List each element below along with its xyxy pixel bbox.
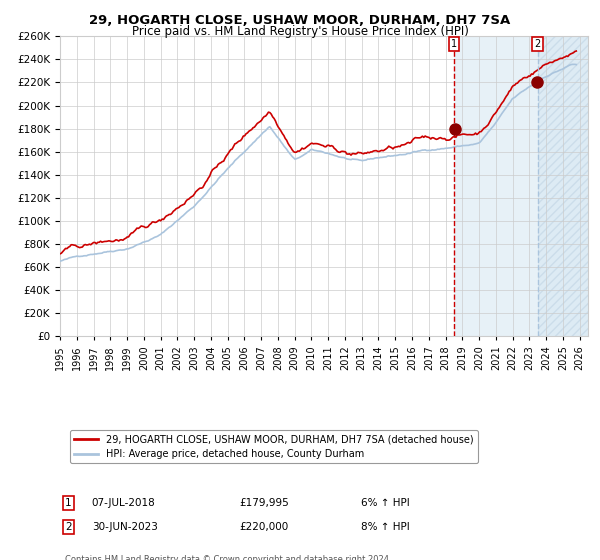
Text: £179,995: £179,995 <box>239 498 289 508</box>
Legend: 29, HOGARTH CLOSE, USHAW MOOR, DURHAM, DH7 7SA (detached house), HPI: Average pr: 29, HOGARTH CLOSE, USHAW MOOR, DURHAM, D… <box>70 430 478 463</box>
Bar <box>538 36 588 336</box>
Text: £220,000: £220,000 <box>239 522 289 532</box>
Text: Price paid vs. HM Land Registry's House Price Index (HPI): Price paid vs. HM Land Registry's House … <box>131 25 469 38</box>
Text: 30-JUN-2023: 30-JUN-2023 <box>92 522 158 532</box>
Text: 07-JUL-2018: 07-JUL-2018 <box>92 498 155 508</box>
Bar <box>454 36 588 336</box>
Text: 1: 1 <box>65 498 72 508</box>
Text: 2: 2 <box>535 39 541 49</box>
Text: 6% ↑ HPI: 6% ↑ HPI <box>361 498 410 508</box>
Text: 29, HOGARTH CLOSE, USHAW MOOR, DURHAM, DH7 7SA: 29, HOGARTH CLOSE, USHAW MOOR, DURHAM, D… <box>89 14 511 27</box>
Text: 2: 2 <box>65 522 72 532</box>
Text: Contains HM Land Registry data © Crown copyright and database right 2024.
This d: Contains HM Land Registry data © Crown c… <box>65 555 392 560</box>
Text: 8% ↑ HPI: 8% ↑ HPI <box>361 522 410 532</box>
Text: 1: 1 <box>451 39 457 49</box>
